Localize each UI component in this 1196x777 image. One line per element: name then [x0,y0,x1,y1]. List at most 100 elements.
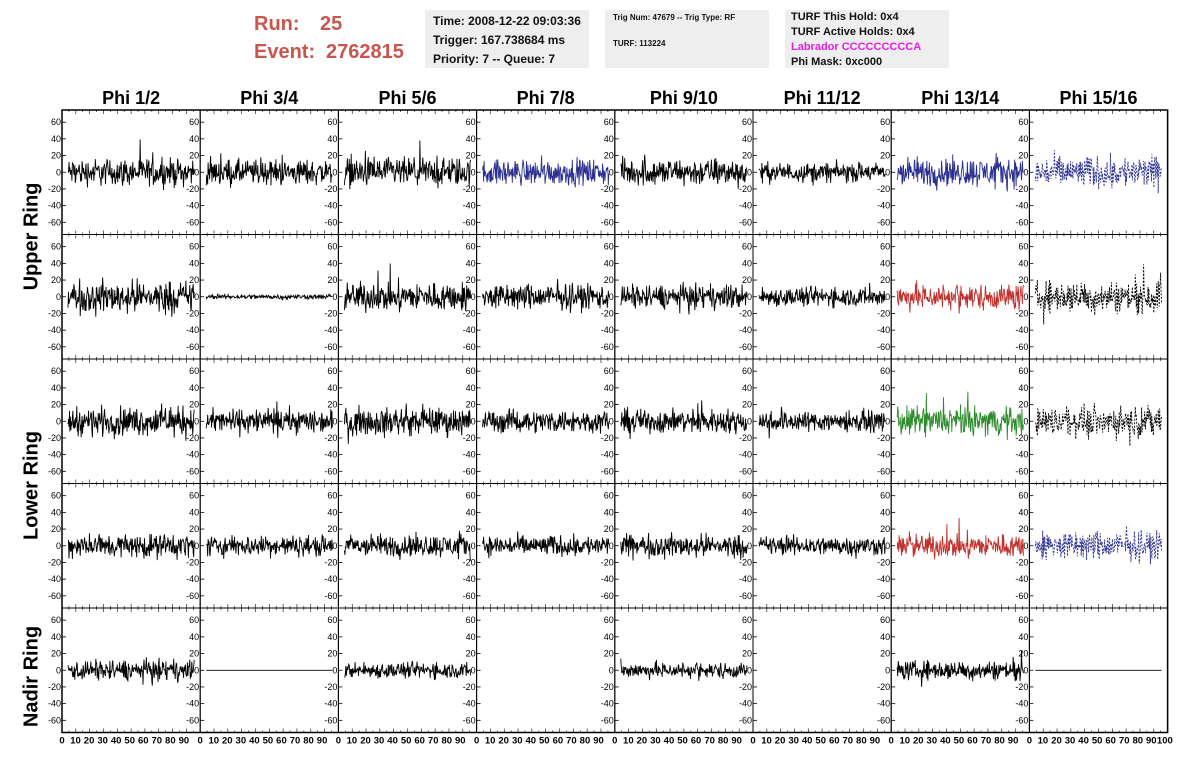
x-tick-label: 0 [1027,736,1032,747]
x-tick-label: 40 [664,736,675,747]
y-tick-label: 60 [51,117,61,127]
x-tick-label: 80 [718,736,729,747]
y-tick-label: -60 [48,342,61,352]
panel-r5-c6: -60 -40 -20 0 20 40 60 [739,607,892,733]
event-label: Event: [254,41,316,63]
y-tick-label: 0 [885,416,890,426]
y-tick-label: -20 [324,557,337,567]
y-tick-label: -60 [463,217,476,227]
panel-r3-c1: -60 -40 -20 0 20 40 60 [48,358,201,484]
x-tick-label: 10 [485,736,496,747]
y-tick-label: 60 [466,366,476,376]
y-tick-label: 20 [189,400,199,410]
y-tick-label: 20 [604,400,614,410]
x-tick-label: 30 [97,736,108,747]
x-tick-label: 70 [566,736,577,747]
y-tick-label: -40 [1015,450,1028,460]
panel-r5-c1: -60 -40 -20 0 20 40 60 [48,607,201,733]
panel-r3-c3: -60 -40 -20 0 20 40 60 [324,358,478,484]
waveform-trace [482,279,610,314]
y-tick-label: -60 [186,342,199,352]
y-tick-label: -60 [877,342,890,352]
y-tick-label: 60 [327,615,337,625]
panel-r4-c8: -60 -40 -20 0 20 40 60 [1015,483,1169,609]
y-tick-label: -20 [739,308,752,318]
y-tick-label: 20 [51,275,61,285]
y-tick-label: 0 [56,541,61,551]
column-title-5: Phi 9/10 [649,88,718,108]
y-tick-label: -20 [601,308,614,318]
panel-r1-c5: -60 -40 -20 0 20 40 60 [601,109,754,235]
y-tick-label: 60 [51,366,61,376]
y-tick-label: 20 [742,151,752,161]
x-tick-label: 60 [1105,736,1116,747]
trig-info-box: Trig Num: 47679 -- Trig Type: RF TURF: 1… [605,10,769,68]
y-tick-label: 20 [51,649,61,659]
x-tick-label: 60 [967,736,978,747]
waveform-trace [896,517,1024,560]
y-tick-label: -40 [601,450,614,460]
y-tick-label: 0 [332,292,337,302]
y-tick-label: 60 [51,242,61,252]
y-tick-label: 40 [466,134,476,144]
x-tick-label: 40 [525,736,536,747]
x-tick-label: 20 [1051,736,1062,747]
y-tick-label: 40 [51,383,61,393]
y-tick-label: 0 [56,292,61,302]
y-tick-label: -20 [324,682,337,692]
x-tick-label: 90 [317,736,328,747]
y-tick-label: -40 [186,201,199,211]
y-tick-label: 40 [880,507,890,517]
x-tick-label: 60 [138,736,149,747]
x-tick-label: 20 [360,736,371,747]
y-tick-label: 60 [466,242,476,252]
y-tick-label: 20 [1018,524,1028,534]
y-tick-label: -20 [601,184,614,194]
waveform-trace [67,657,195,686]
y-tick-label: -60 [186,466,199,476]
x-tick-label: 80 [165,736,176,747]
y-tick-label: 20 [466,649,476,659]
y-tick-label: -20 [186,184,199,194]
y-tick-label: 0 [609,292,614,302]
waveform-trace [896,650,1024,687]
y-tick-label: 20 [604,275,614,285]
y-tick-label: 40 [742,383,752,393]
y-tick-label: 0 [885,167,890,177]
y-tick-label: 0 [194,416,199,426]
y-tick-label: 40 [189,632,199,642]
waveform-trace [343,530,472,561]
y-tick-label: 0 [747,416,752,426]
y-tick-label: 60 [604,242,614,252]
panel-r5-c2: -60 -40 -20 0 20 40 60 [186,607,339,733]
y-tick-label: 20 [327,524,337,534]
y-tick-label: 60 [604,615,614,625]
y-tick-label: -20 [463,682,476,692]
y-tick-label: 20 [327,649,337,659]
y-tick-label: 20 [742,524,752,534]
y-tick-label: -20 [1015,433,1028,443]
y-tick-label: -60 [739,342,752,352]
y-tick-label: -20 [324,433,337,443]
y-tick-label: 40 [51,632,61,642]
y-tick-label: -40 [324,325,337,335]
x-tick-label: 80 [441,736,452,747]
y-tick-label: -60 [48,591,61,601]
time-text: Time: 2008-12-22 09:03:36 [433,14,581,28]
waveform-trace [67,139,195,191]
y-tick-label: -20 [739,682,752,692]
y-tick-label: 40 [604,632,614,642]
x-tick-label: 10 [761,736,772,747]
y-tick-label: 40 [1018,134,1028,144]
y-tick-label: -40 [48,450,61,460]
panel-r4-c5: -60 -40 -20 0 20 40 60 [601,483,754,609]
y-tick-label: -40 [739,574,752,584]
panel-r2-c3: -60 -40 -20 0 20 40 60 [324,234,478,360]
y-tick-label: -60 [1015,466,1028,476]
x-tick-label: 100 [1157,736,1173,747]
y-tick-label: 60 [742,366,752,376]
x-tick-label: 60 [829,736,840,747]
y-tick-label: -40 [877,699,890,709]
y-tick-label: -60 [463,715,476,725]
y-tick-label: 0 [471,665,476,675]
